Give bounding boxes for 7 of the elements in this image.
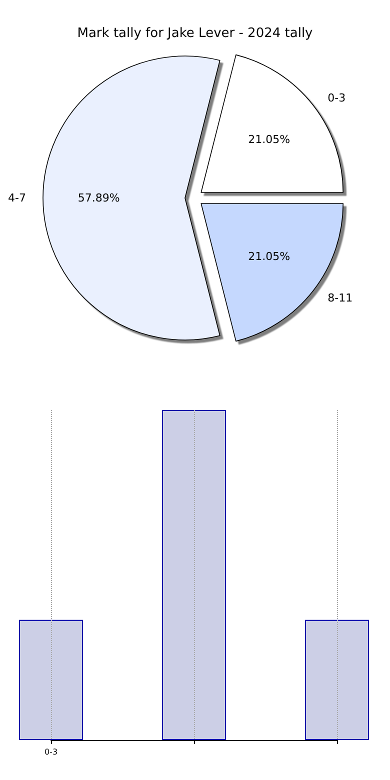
slice-label: 0-3 [328, 91, 346, 104]
slice-label: 8-11 [328, 292, 353, 305]
chart-title: Mark tally for Jake Lever - 2024 tally [77, 26, 314, 41]
data-label: 21.05% [248, 133, 290, 146]
slice-label: 4-7 [8, 192, 26, 204]
data-label: 21.05% [248, 250, 290, 263]
data-label: 57.89% [78, 192, 120, 204]
